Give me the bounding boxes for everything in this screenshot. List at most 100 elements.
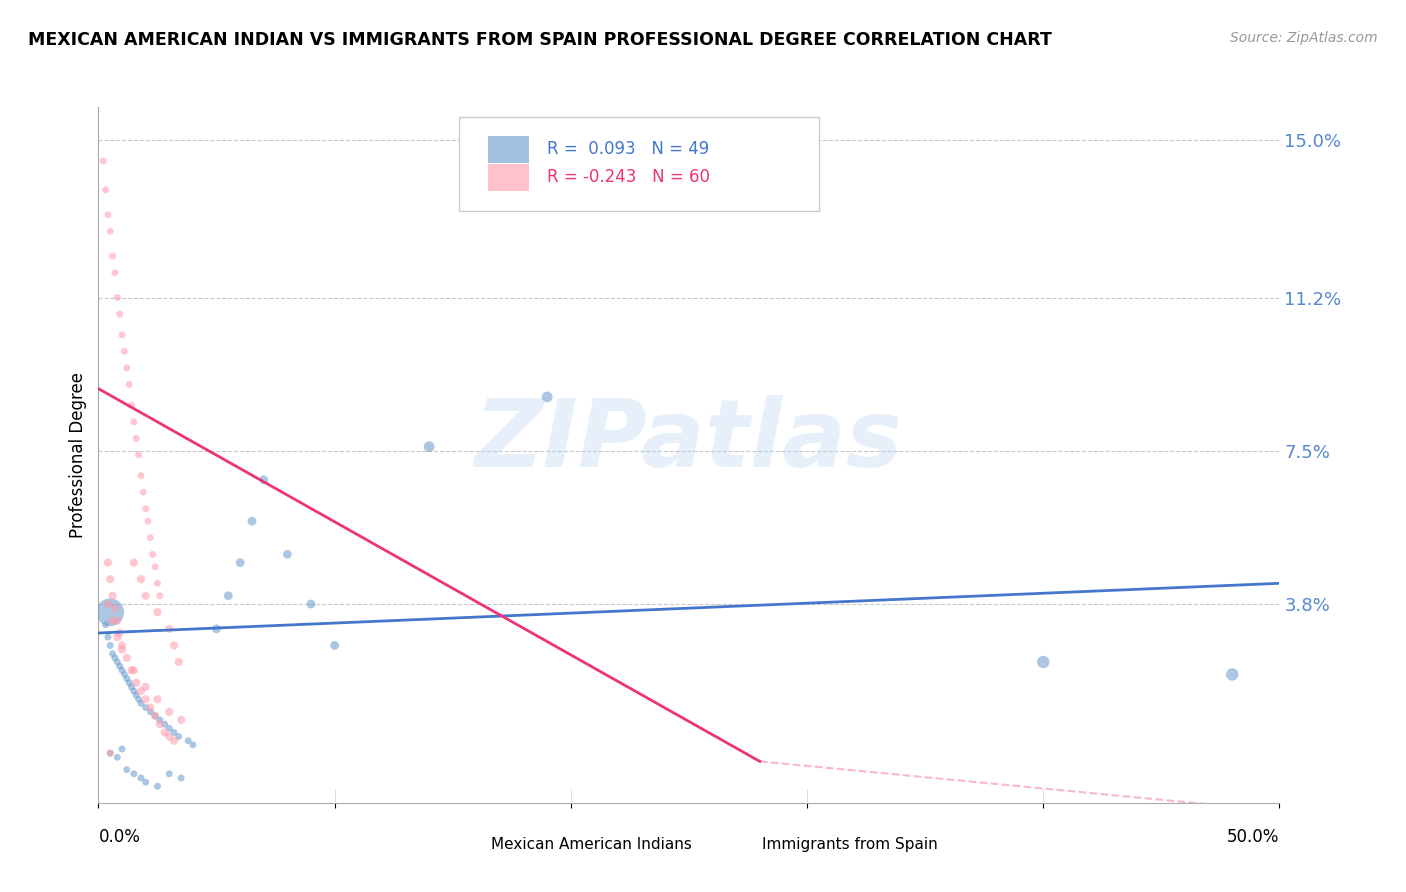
Point — [163, 725, 186, 739]
Point — [157, 767, 180, 781]
Text: 50.0%: 50.0% — [1227, 828, 1279, 846]
Point — [97, 630, 120, 644]
FancyBboxPatch shape — [724, 837, 751, 852]
Point — [101, 647, 124, 661]
Point — [105, 655, 128, 669]
Point — [217, 589, 239, 603]
Point — [167, 655, 190, 669]
Point — [536, 390, 558, 404]
Point — [139, 700, 162, 714]
Point — [111, 639, 134, 653]
Point — [139, 705, 162, 719]
Point — [108, 626, 131, 640]
Point — [135, 680, 157, 694]
FancyBboxPatch shape — [453, 837, 478, 852]
Point — [122, 767, 145, 781]
Point — [111, 642, 134, 657]
Point — [129, 697, 152, 711]
Point — [115, 361, 138, 376]
Point — [98, 572, 121, 586]
Point — [167, 730, 190, 744]
Point — [149, 589, 172, 603]
Point — [157, 705, 180, 719]
Point — [170, 713, 193, 727]
Text: MEXICAN AMERICAN INDIAN VS IMMIGRANTS FROM SPAIN PROFESSIONAL DEGREE CORRELATION: MEXICAN AMERICAN INDIAN VS IMMIGRANTS FR… — [28, 31, 1052, 49]
Point — [323, 639, 346, 653]
Point — [129, 684, 152, 698]
Point — [125, 688, 148, 702]
Point — [128, 692, 150, 706]
Point — [115, 672, 138, 686]
Y-axis label: Professional Degree: Professional Degree — [69, 372, 87, 538]
Point — [101, 614, 124, 628]
Point — [112, 667, 135, 681]
Point — [101, 249, 124, 263]
Point — [205, 622, 228, 636]
Point — [149, 717, 172, 731]
Point — [163, 639, 186, 653]
Point — [135, 589, 157, 603]
Point — [118, 377, 141, 392]
Point — [143, 708, 166, 723]
Text: 0.0%: 0.0% — [98, 828, 141, 846]
Point — [105, 750, 128, 764]
Point — [253, 473, 276, 487]
Point — [129, 572, 152, 586]
Point — [108, 659, 131, 673]
Point — [112, 344, 135, 359]
Point — [98, 605, 121, 619]
Point — [135, 775, 157, 789]
Point — [122, 684, 145, 698]
Point — [118, 675, 141, 690]
Point — [157, 622, 180, 636]
Point — [122, 415, 145, 429]
Point — [101, 589, 124, 603]
Text: Source: ZipAtlas.com: Source: ZipAtlas.com — [1230, 31, 1378, 45]
Point — [121, 680, 143, 694]
Point — [146, 779, 169, 793]
Point — [146, 576, 169, 591]
Point — [98, 746, 121, 760]
Point — [98, 746, 121, 760]
Point — [128, 448, 150, 462]
Point — [157, 730, 180, 744]
Point — [153, 717, 176, 731]
Point — [97, 208, 120, 222]
Point — [97, 597, 120, 611]
Point — [129, 771, 152, 785]
Text: Immigrants from Spain: Immigrants from Spain — [762, 837, 938, 852]
FancyBboxPatch shape — [458, 118, 818, 211]
Point — [142, 547, 165, 561]
Point — [122, 556, 145, 570]
Point — [105, 614, 128, 628]
Point — [111, 327, 134, 342]
Point — [122, 663, 145, 677]
Point — [121, 398, 143, 412]
Point — [276, 547, 298, 561]
Point — [240, 514, 263, 528]
Point — [94, 183, 117, 197]
Point — [98, 224, 121, 238]
Point — [153, 725, 176, 739]
Point — [143, 559, 166, 574]
Point — [97, 556, 120, 570]
Point — [418, 440, 440, 454]
Point — [135, 692, 157, 706]
Point — [115, 651, 138, 665]
Point — [91, 153, 114, 168]
Point — [111, 742, 134, 756]
Point — [163, 733, 186, 747]
Point — [229, 556, 252, 570]
Point — [170, 771, 193, 785]
Point — [181, 738, 204, 752]
Point — [136, 514, 159, 528]
Point — [177, 733, 200, 747]
Point — [157, 721, 180, 735]
Point — [149, 713, 172, 727]
Point — [1220, 667, 1243, 681]
Point — [135, 700, 157, 714]
Point — [129, 468, 152, 483]
Point — [105, 630, 128, 644]
Point — [98, 639, 121, 653]
Point — [125, 675, 148, 690]
